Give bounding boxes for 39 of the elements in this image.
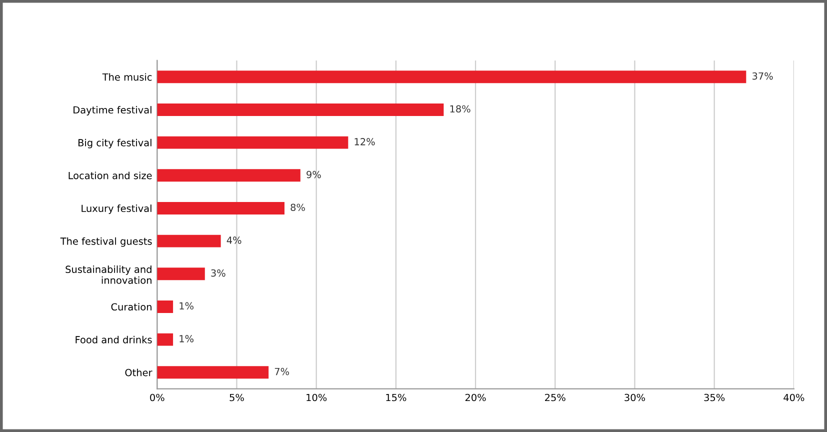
bar bbox=[157, 169, 300, 182]
y-tick-label: Location and size bbox=[68, 172, 152, 180]
bar bbox=[157, 103, 444, 116]
bar bbox=[157, 300, 174, 313]
y-tick-label: Other bbox=[125, 368, 152, 376]
x-tick-label: 5% bbox=[230, 394, 244, 402]
bar bbox=[157, 136, 348, 149]
y-tick-label: Sustainability and innovation bbox=[66, 265, 152, 284]
bar bbox=[157, 333, 174, 346]
data-label: 8% bbox=[290, 204, 305, 212]
y-tick-label: The festival guests bbox=[60, 237, 152, 247]
data-label: 1% bbox=[180, 302, 194, 310]
data-label: 18% bbox=[450, 105, 470, 113]
x-tick-label: 20% bbox=[465, 394, 486, 402]
data-label: 9% bbox=[306, 170, 321, 178]
x-tick-label: 25% bbox=[545, 394, 566, 402]
bar bbox=[157, 202, 284, 214]
y-tick-label: The music bbox=[102, 73, 152, 81]
x-tick-label: 35% bbox=[704, 394, 725, 402]
bar bbox=[157, 70, 746, 84]
data-label: 37% bbox=[752, 72, 773, 80]
x-tick-label: 0% bbox=[150, 394, 164, 402]
x-tick-label: 40% bbox=[784, 394, 804, 402]
y-tick-label: Big city festival bbox=[78, 138, 152, 148]
bar bbox=[157, 268, 205, 280]
y-tick-label: Daytime festival bbox=[74, 106, 152, 116]
data-label: 3% bbox=[211, 269, 226, 277]
bar bbox=[157, 234, 221, 248]
bar bbox=[157, 366, 269, 379]
data-label: 7% bbox=[274, 368, 290, 376]
y-tick-label: Food and drinks bbox=[76, 336, 152, 344]
data-label: 12% bbox=[354, 138, 375, 146]
x-tick-label: 10% bbox=[306, 394, 327, 402]
data-label: 4% bbox=[226, 236, 242, 244]
y-tick-label: Curation bbox=[111, 303, 152, 311]
data-label: 1% bbox=[180, 335, 194, 342]
x-tick-label: 30% bbox=[624, 394, 645, 402]
x-tick-label: 15% bbox=[386, 394, 406, 402]
y-tick-label: Luxury festival bbox=[82, 204, 152, 214]
